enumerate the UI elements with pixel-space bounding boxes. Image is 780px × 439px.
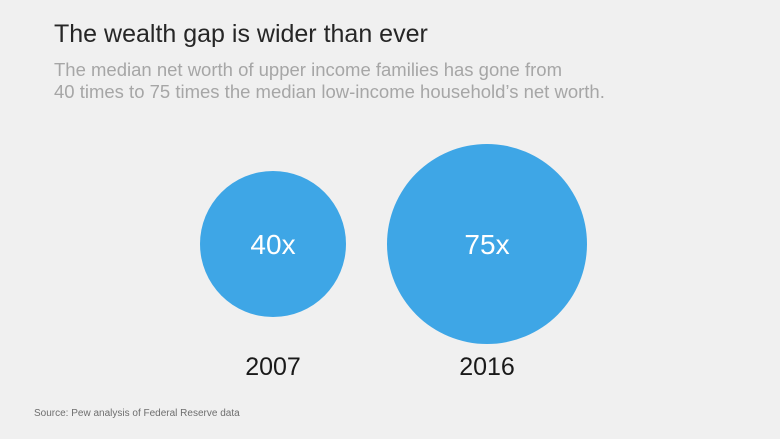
- chart-title: The wealth gap is wider than ever: [54, 20, 428, 48]
- value-label-2016: 75x: [464, 229, 509, 260]
- value-label-2007: 40x: [250, 229, 295, 260]
- source-note: Source: Pew analysis of Federal Reserve …: [34, 408, 240, 419]
- chart-subtitle: The median net worth of upper income fam…: [54, 59, 694, 103]
- category-label-2007: 2007: [245, 353, 301, 381]
- bubble-2016: [387, 144, 587, 344]
- subtitle-line-1: The median net worth of upper income fam…: [54, 59, 562, 80]
- category-label-2016: 2016: [459, 353, 515, 381]
- subtitle-line-2: 40 times to 75 times the median low-inco…: [54, 81, 605, 102]
- bubble-2007: [200, 171, 346, 317]
